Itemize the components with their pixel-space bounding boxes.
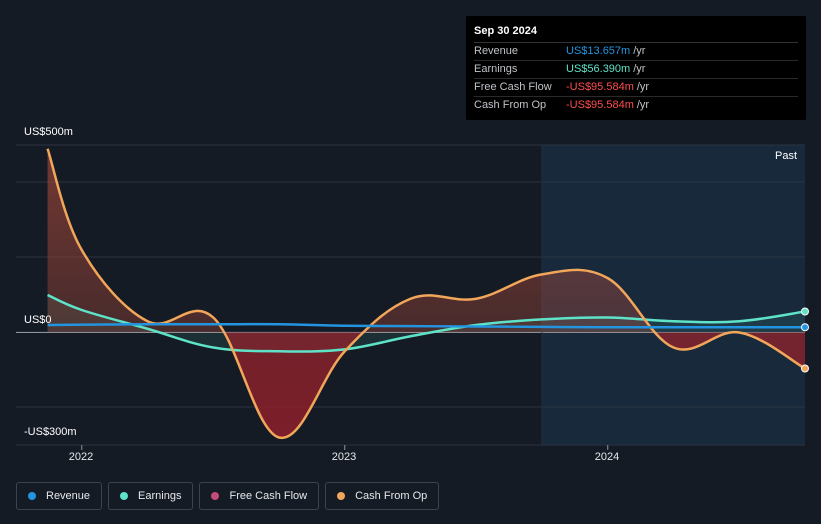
legend-dot-icon <box>337 492 346 500</box>
legend-dot-icon <box>28 492 36 500</box>
legend-dot-icon <box>120 492 129 500</box>
tooltip-date: Sep 30 2024 <box>474 24 798 43</box>
tooltip-row: Earnings US$56.390m/yr <box>474 61 798 79</box>
y-axis-zero-label: US$0 <box>24 314 52 326</box>
x-tick-label: 2023 <box>331 451 357 463</box>
series-endpoint <box>801 364 809 373</box>
y-axis-bottom-label: -US$300m <box>24 426 77 438</box>
legend-item[interactable]: Free Cash Flow <box>199 482 320 510</box>
tooltip-rows: Revenue US$13.657m/yr Earnings US$56.390m/y… <box>474 43 798 114</box>
chart-legend: Revenue Earnings Free Cash Flow Cash From O… <box>16 482 440 510</box>
past-label: Past <box>774 150 797 162</box>
legend-label: Free Cash Flow <box>229 490 308 502</box>
tooltip-row-value: -US$95.584m <box>566 81 634 93</box>
legend-dot-icon <box>211 492 220 500</box>
tooltip-row-unit: /yr <box>636 99 650 111</box>
tooltip-row-value: US$56.390m <box>566 63 631 75</box>
tooltip-row-label: Earnings <box>474 63 518 75</box>
series-endpoint <box>801 323 809 332</box>
tooltip-row-value: US$13.657m <box>566 45 631 57</box>
legend-label: Cash From Op <box>355 490 428 502</box>
y-axis-top-label: US$500m <box>24 126 73 138</box>
tooltip-row: Cash From Op -US$95.584m/yr <box>474 97 798 114</box>
series-line-earnings <box>47 293 805 353</box>
series-endpoint <box>801 307 809 316</box>
tooltip-row-label: Revenue <box>474 45 519 57</box>
tooltip-row: Free Cash Flow -US$95.584m/yr <box>474 79 798 97</box>
tooltip-row-label: Free Cash Flow <box>474 81 552 93</box>
legend-item[interactable]: Revenue <box>16 482 103 510</box>
legend-item[interactable]: Earnings <box>108 482 194 510</box>
x-tick-label: 2024 <box>594 451 620 463</box>
tooltip-row-unit: /yr <box>633 45 646 57</box>
tooltip-row: Revenue US$13.657m/yr <box>474 43 798 61</box>
legend-item[interactable]: Cash From Op <box>325 482 440 510</box>
series-endpoints <box>801 307 809 373</box>
x-tick-label: 2022 <box>68 451 94 463</box>
tooltip-row-label: Cash From Op <box>474 99 547 111</box>
series-line-cash-from-op <box>46 148 805 439</box>
tooltip-panel: Sep 30 2024 Revenue US$13.657m/yr Earnings… <box>466 16 806 120</box>
tooltip-row-unit: /yr <box>636 81 650 93</box>
tooltip-row-unit: /yr <box>633 63 646 75</box>
legend-label: Revenue <box>46 490 91 502</box>
legend-label: Earnings <box>138 490 182 502</box>
series-lines <box>46 148 805 439</box>
series-line-revenue <box>47 322 805 329</box>
tooltip-row-value: -US$95.584m <box>566 99 634 111</box>
